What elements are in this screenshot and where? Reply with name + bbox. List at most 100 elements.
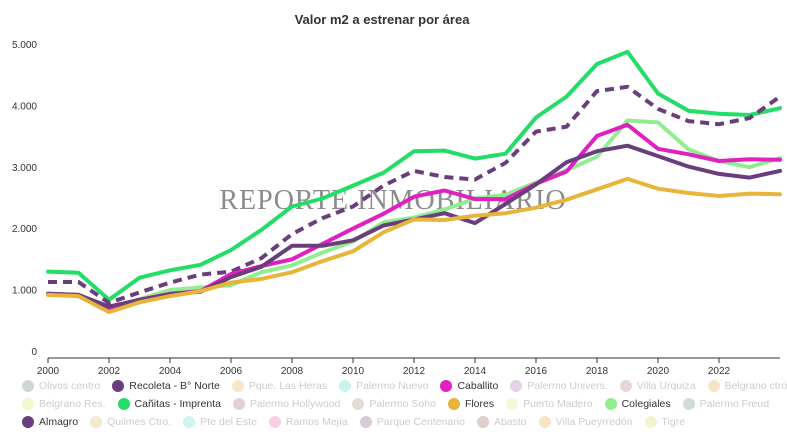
legend-item[interactable]: Recoleta - B° Norte (112, 380, 220, 392)
legend-item[interactable]: Villa Pueyrredón (538, 416, 633, 428)
y-tick-label: 3.000 (12, 163, 37, 174)
legend-marker (506, 398, 519, 410)
legend-item[interactable]: Palermo Univers. (510, 380, 608, 392)
legend-marker (183, 416, 196, 428)
legend-row: Almagro Quilmes Ctro. Pte del Este Ramos Me… (22, 413, 782, 431)
legend-label: Almagro (39, 416, 79, 428)
legend-item[interactable]: Olivos centro (22, 380, 100, 392)
x-tick-label: 2008 (281, 366, 304, 377)
legend-row: Belgrano Res. Cañitas - Imprenta Palermo H… (22, 395, 782, 413)
legend-item[interactable]: Palermo Freud (682, 398, 770, 410)
legend-label: Palermo Univers. (527, 380, 608, 392)
legend-item[interactable]: Palermo Nuevo (339, 380, 428, 392)
y-tick-label: 5.000 (12, 40, 37, 51)
y-tick-label: 1.000 (12, 286, 37, 297)
y-tick-label: 0 (31, 347, 37, 358)
legend-label: Quilmes Ctro. (107, 416, 172, 428)
series-line-ca-itas-imprenta[interactable] (46, 49, 782, 302)
legend-label: Parque Centenario (376, 416, 465, 428)
legend-marker (352, 398, 365, 410)
legend-label: Colegiales (621, 398, 671, 410)
legend-marker (604, 398, 617, 410)
legend-item[interactable]: Abasto (476, 416, 527, 428)
x-tick-label: 2020 (647, 366, 670, 377)
x-tick-label: 2014 (464, 366, 487, 377)
legend-marker (619, 380, 632, 392)
legend-marker (112, 380, 125, 392)
legend-item[interactable]: Almagro (22, 416, 78, 428)
x-tick-label: 2010 (342, 366, 365, 377)
legend-item[interactable]: Quilmes Ctro. (90, 416, 171, 428)
legend-item[interactable]: Cañitas - Imprenta (117, 398, 221, 410)
x-tick-label: 2016 (525, 366, 548, 377)
legend-item[interactable]: Palermo Soho (352, 398, 436, 410)
legend-label: Caballito (457, 380, 499, 392)
y-axis: 0 1.000 2.000 3.000 4.000 5.000 (12, 40, 37, 358)
legend-marker (117, 398, 130, 410)
legend-marker (476, 416, 489, 428)
x-tick-label: 2018 (586, 366, 609, 377)
legend-label: Pque. Las Heras (248, 380, 328, 392)
legend-label: Palermo Hollywood (249, 398, 341, 410)
legend-label: Pte del Este (200, 416, 257, 428)
legend-marker (359, 416, 372, 428)
legend-label: Villa Urquiza (636, 380, 696, 392)
x-tick-label: 2002 (98, 366, 121, 377)
legend-marker (707, 380, 720, 392)
legend-item[interactable]: Caballito (440, 380, 498, 392)
legend-marker (339, 380, 352, 392)
legend-item[interactable]: Belgrano Res. (22, 398, 106, 410)
legend-marker (232, 398, 245, 410)
legend-label: Flores (464, 398, 495, 410)
legend-item[interactable]: Pte del Este (183, 416, 257, 428)
legend-item[interactable]: Pque. Las Heras (231, 380, 328, 392)
x-tick-label: 2000 (37, 366, 60, 377)
legend-label: Palermo Soho (369, 398, 436, 410)
legend-label: Olivos centro (39, 380, 101, 392)
x-tick-label: 2006 (220, 366, 243, 377)
series-line-almagro[interactable] (46, 143, 782, 309)
legend-item[interactable]: Flores (447, 398, 495, 410)
legend-marker (268, 416, 281, 428)
series-layer (46, 49, 782, 315)
legend-label: Tigre (661, 416, 686, 428)
legend-marker (22, 380, 34, 392)
legend-label: Palermo Freud (699, 398, 770, 410)
legend-item[interactable]: Ramos Mejía (268, 416, 348, 428)
legend-marker (440, 380, 453, 392)
legend-label: Ramos Mejía (285, 416, 348, 428)
legend-marker (22, 416, 34, 428)
legend: Olivos centro Recoleta - B° Norte Pque. La… (22, 377, 787, 431)
series-line-flores[interactable] (46, 176, 782, 315)
legend-item[interactable]: Villa Urquiza (619, 380, 696, 392)
legend-label: Abasto (493, 416, 527, 428)
legend-label: Cañitas - Imprenta (134, 398, 221, 410)
legend-label: Villa Pueyrredón (555, 416, 633, 428)
legend-item[interactable]: Belgrano ctro. (707, 380, 787, 392)
x-axis: 2000 2002 2004 2006 2008 2010 2012 2014 2016 2018… (37, 357, 780, 377)
legend-item[interactable]: Tigre (644, 416, 686, 428)
chart-title: Valor m2 a estrenar por área (295, 12, 471, 27)
legend-label: Recoleta - B° Norte (129, 380, 220, 392)
x-tick-label: 2012 (403, 366, 426, 377)
legend-marker (682, 398, 695, 410)
x-tick-label: 2022 (708, 366, 731, 377)
legend-item[interactable]: Puerto Madero (506, 398, 593, 410)
legend-label: Puerto Madero (523, 398, 593, 410)
legend-marker (231, 380, 244, 392)
x-tick-label: 2004 (159, 366, 182, 377)
legend-label: Palermo Nuevo (356, 380, 429, 392)
legend-item[interactable]: Parque Centenario (359, 416, 465, 428)
legend-item[interactable]: Colegiales (604, 398, 671, 410)
series-line-recoleta-b-norte[interactable] (48, 84, 782, 305)
legend-marker (538, 416, 551, 428)
legend-label: Belgrano ctro. (724, 380, 787, 392)
legend-row: Olivos centro Recoleta - B° Norte Pque. La… (22, 377, 787, 395)
legend-marker (510, 380, 523, 392)
legend-marker (90, 416, 103, 428)
legend-label: Belgrano Res. (39, 398, 106, 410)
legend-item[interactable]: Palermo Hollywood (232, 398, 341, 410)
y-tick-label: 2.000 (12, 224, 37, 235)
legend-marker (22, 398, 34, 410)
